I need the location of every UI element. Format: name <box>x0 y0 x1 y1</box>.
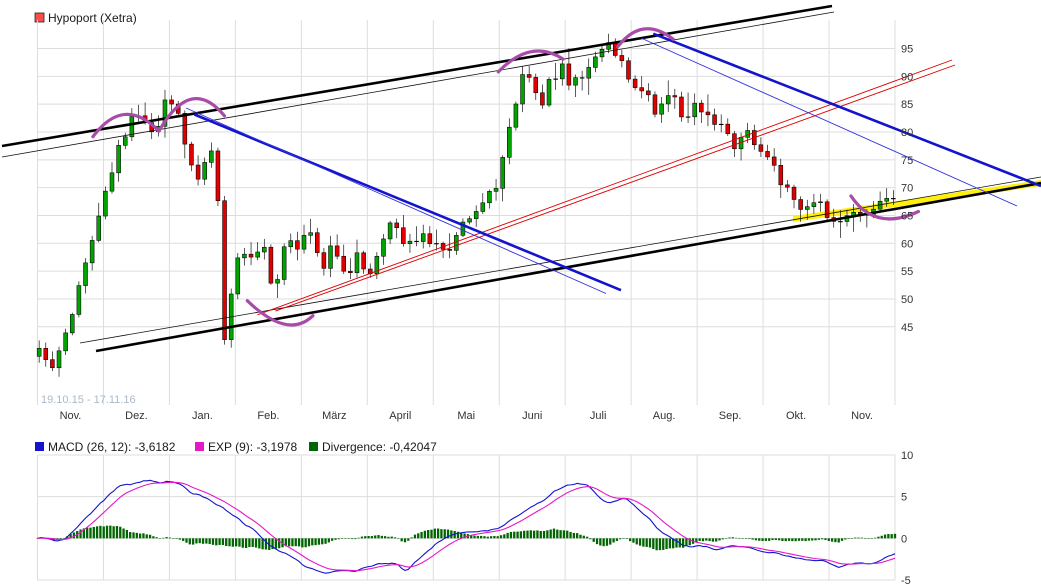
svg-text:50: 50 <box>901 294 913 306</box>
svg-text:Okt.: Okt. <box>786 410 806 422</box>
svg-text:März: März <box>322 410 346 422</box>
svg-text:45: 45 <box>901 322 913 334</box>
svg-text:Hypoport (Xetra): Hypoport (Xetra) <box>48 11 137 25</box>
svg-text:95: 95 <box>901 44 913 56</box>
svg-text:65: 65 <box>901 210 913 222</box>
svg-text:Jan.: Jan. <box>192 410 213 422</box>
svg-text:10: 10 <box>901 450 913 462</box>
svg-text:5: 5 <box>901 492 907 504</box>
svg-text:April: April <box>389 410 411 422</box>
svg-text:Mai: Mai <box>457 410 475 422</box>
svg-text:Sep.: Sep. <box>719 410 742 422</box>
svg-text:Nov.: Nov. <box>60 410 82 422</box>
svg-text:90: 90 <box>901 71 913 83</box>
svg-text:75: 75 <box>901 155 913 167</box>
svg-text:Juni: Juni <box>522 410 542 422</box>
svg-text:0: 0 <box>901 533 907 545</box>
svg-text:Dez.: Dez. <box>125 410 148 422</box>
svg-text:MACD (26, 12): -3,6182: MACD (26, 12): -3,6182 <box>48 440 176 454</box>
svg-text:Nov.: Nov. <box>851 410 873 422</box>
svg-text:70: 70 <box>901 183 913 195</box>
svg-text:85: 85 <box>901 99 913 111</box>
svg-text:19.10.15 - 17.11.16: 19.10.15 - 17.11.16 <box>41 394 136 406</box>
svg-text:Juli: Juli <box>590 410 607 422</box>
svg-text:Aug.: Aug. <box>653 410 676 422</box>
svg-text:60: 60 <box>901 238 913 250</box>
svg-text:Divergence: -0,42047: Divergence: -0,42047 <box>322 440 437 454</box>
svg-text:-5: -5 <box>901 575 911 586</box>
svg-text:EXP (9): -3,1978: EXP (9): -3,1978 <box>208 440 297 454</box>
svg-text:Feb.: Feb. <box>257 410 279 422</box>
svg-text:55: 55 <box>901 266 913 278</box>
svg-text:80: 80 <box>901 127 913 139</box>
